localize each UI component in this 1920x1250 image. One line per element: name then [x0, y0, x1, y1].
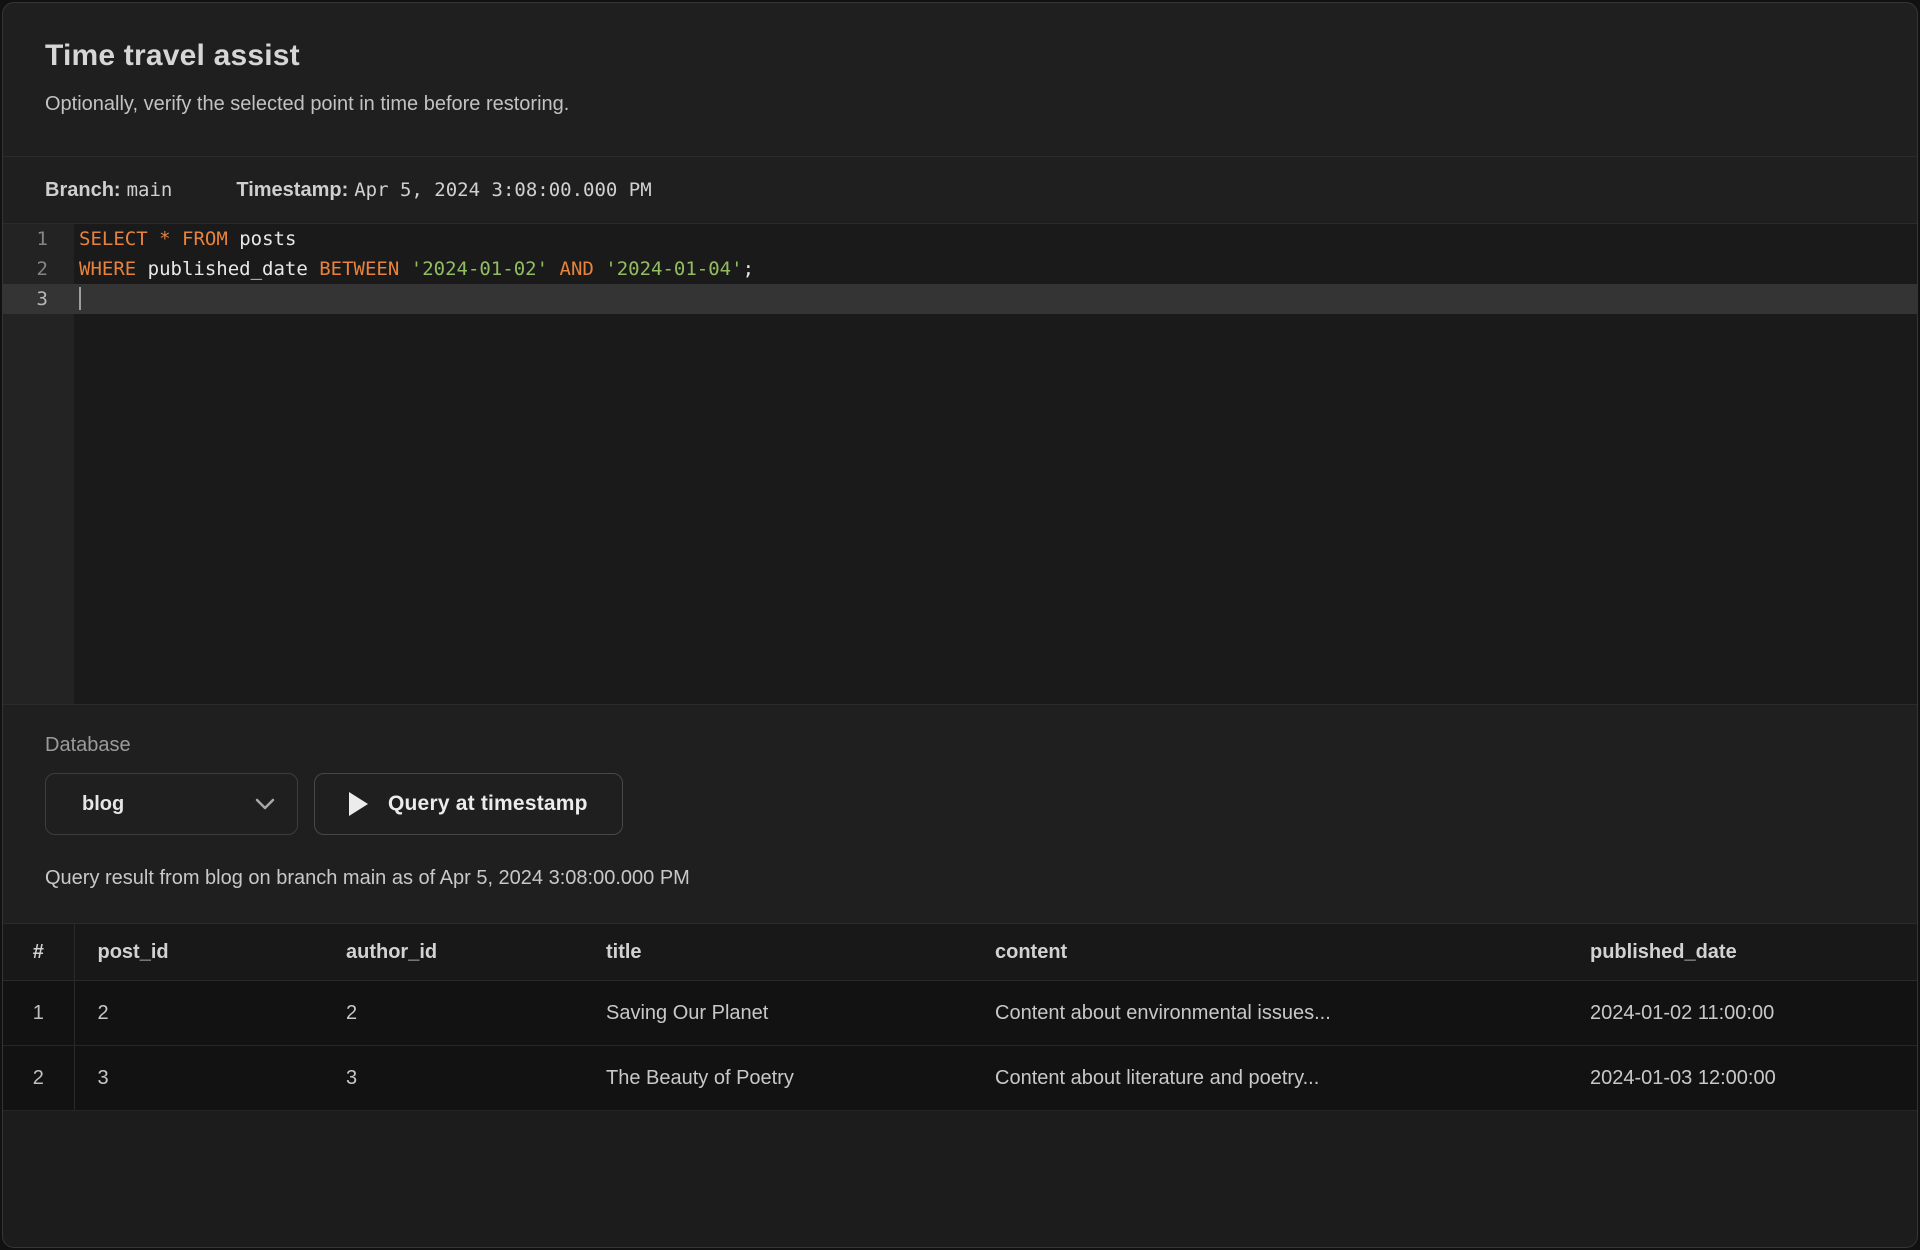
- timestamp-label: Timestamp:: [236, 178, 349, 201]
- database-section: Database blog Query at timestamp: [3, 704, 1917, 835]
- table-row: 1 2 2 Saving Our Planet Content about enviro…: [3, 980, 1917, 1046]
- table-header-row: # post_id author_id title content published_d…: [3, 923, 1917, 981]
- panel-header: Time travel assist Optionally, verify th…: [3, 3, 1917, 157]
- code-line[interactable]: 3: [3, 284, 1917, 314]
- line-number: 3: [36, 288, 48, 310]
- code-content: WHERE published_date BETWEEN '2024-01-02…: [79, 258, 755, 280]
- table-cell: 3: [323, 1045, 583, 1111]
- column-header-content: content: [972, 923, 1567, 981]
- branch-label: Branch:: [45, 178, 121, 201]
- table-cell: Saving Our Planet: [583, 980, 972, 1046]
- code-line[interactable]: 2 WHERE published_date BETWEEN '2024-01-0…: [3, 254, 1917, 284]
- table-cell: Content about literature and poetry...: [972, 1045, 1567, 1111]
- table-cell: The Beauty of Poetry: [583, 1045, 972, 1111]
- results-table: # post_id author_id title content published_d…: [3, 923, 1917, 1111]
- branch-timestamp-bar: Branch: main Timestamp: Apr 5, 2024 3:08…: [3, 157, 1917, 224]
- chevron-down-icon: [255, 798, 275, 810]
- database-controls: blog Query at timestamp: [45, 773, 1875, 835]
- table-row: 2 3 3 The Beauty of Poetry Content about lit…: [3, 1045, 1917, 1111]
- query-at-timestamp-button[interactable]: Query at timestamp: [314, 773, 623, 835]
- database-select-value: blog: [82, 792, 125, 815]
- timestamp-value: Apr 5, 2024 3:08:00.000 PM: [354, 179, 652, 201]
- code-content: [74, 284, 81, 314]
- line-number: 1: [36, 228, 48, 250]
- branch-value: main: [126, 179, 173, 201]
- table-cell: Content about environmental issues...: [972, 980, 1567, 1046]
- sql-editor[interactable]: 1 SELECT * FROM posts 2 WHERE published_dat…: [3, 224, 1917, 704]
- database-label: Database: [45, 734, 131, 756]
- table-cell: 2024-01-03 12:00:00: [1567, 1045, 1917, 1111]
- table-cell: 2: [3, 1045, 75, 1111]
- code-line[interactable]: 1 SELECT * FROM posts: [3, 224, 1917, 254]
- line-number: 2: [36, 258, 48, 280]
- column-header-post_id: post_id: [74, 923, 323, 981]
- text-cursor: [79, 286, 81, 310]
- table-cell: 2024-01-02 11:00:00: [1567, 980, 1917, 1046]
- code-lines: 1 SELECT * FROM posts 2 WHERE published_dat…: [3, 224, 1917, 314]
- column-header-title: title: [583, 923, 972, 981]
- column-header-author_id: author_id: [323, 923, 583, 981]
- column-header-row-number: #: [3, 923, 75, 981]
- query-result-summary: Query result from blog on branch main as…: [45, 867, 690, 889]
- play-icon: [349, 792, 368, 816]
- table-cell: 2: [323, 980, 583, 1046]
- query-at-timestamp-label: Query at timestamp: [388, 792, 588, 815]
- table-cell: 1: [3, 980, 75, 1046]
- table-cell: 2: [74, 980, 323, 1046]
- column-header-published_date: published_date: [1567, 923, 1917, 981]
- code-content: SELECT * FROM posts: [79, 228, 297, 250]
- page-subtitle: Optionally, verify the selected point in…: [45, 93, 570, 115]
- database-select[interactable]: blog: [45, 773, 298, 835]
- page-title: Time travel assist: [45, 39, 300, 72]
- footer-space: [3, 1111, 1917, 1247]
- table-cell: 3: [74, 1045, 323, 1111]
